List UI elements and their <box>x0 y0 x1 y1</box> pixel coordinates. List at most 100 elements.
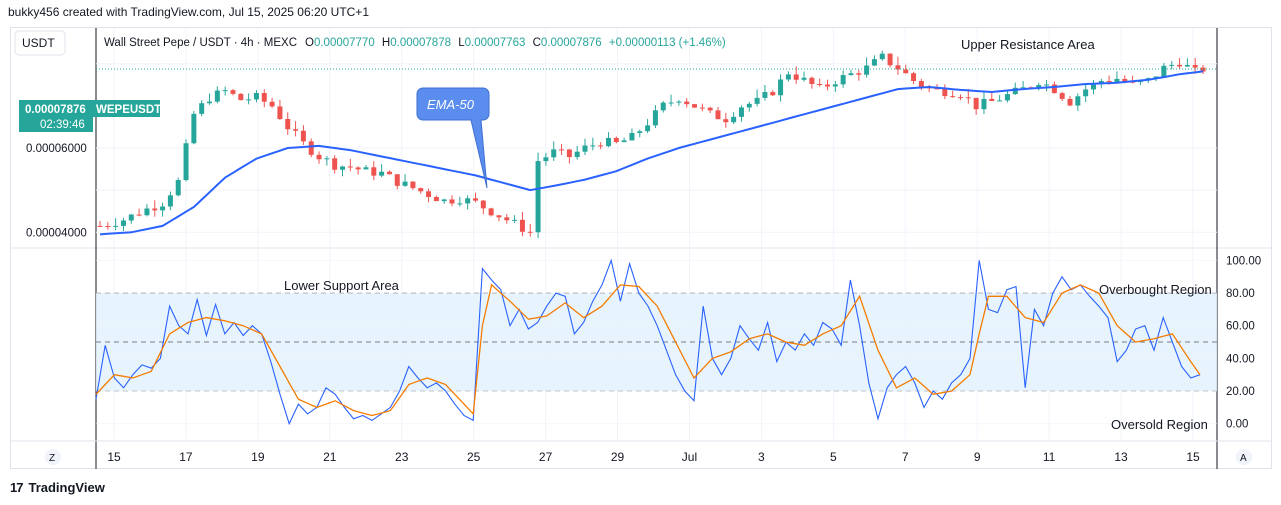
bull-candle <box>590 145 596 147</box>
bear-candle <box>308 141 314 155</box>
bull-candle <box>879 53 885 60</box>
low-label: L <box>458 37 465 49</box>
time-tick-label: 29 <box>611 450 625 464</box>
brand-name: TradingView <box>28 480 105 495</box>
bear-candle <box>519 219 525 232</box>
change-value: +0.00000113 (+1.46%) <box>609 37 726 49</box>
bear-candle <box>496 215 502 218</box>
bear-candle <box>410 181 416 189</box>
bull-candle <box>785 74 791 80</box>
bear-candle <box>230 90 236 94</box>
bull-candle <box>801 77 807 80</box>
bear-candle <box>707 107 713 111</box>
bear-candle <box>1122 78 1128 82</box>
bear-candle <box>488 208 494 216</box>
rsi-tick-label: 60.00 <box>1226 321 1255 333</box>
bear-candle <box>472 198 478 201</box>
bull-candle <box>128 214 134 221</box>
bear-candle <box>316 154 322 160</box>
lower-support-label: Lower Support Area <box>284 278 400 293</box>
rsi-tick-label: 40.00 <box>1226 353 1255 365</box>
bull-candle <box>191 113 197 144</box>
bull-candle <box>535 161 541 233</box>
bear-candle <box>856 73 862 75</box>
bear-candle <box>1106 80 1112 83</box>
bear-candle <box>770 92 776 96</box>
bull-candle <box>1161 65 1167 77</box>
time-tick-label: 7 <box>902 450 909 464</box>
bear-candle <box>809 77 815 85</box>
z-button-label: Z <box>49 453 55 464</box>
time-tick-label: 13 <box>1114 450 1128 464</box>
price-tick-label: 0.00004000 <box>26 227 87 239</box>
currency-button[interactable] <box>14 30 66 56</box>
ema-callout-label: EMA-50 <box>427 97 475 112</box>
price-tick-label: 0.00006000 <box>26 143 87 155</box>
rsi-line <box>95 258 1201 426</box>
bear-candle <box>293 129 299 131</box>
bull-candle <box>637 131 643 133</box>
time-tick-label: 11 <box>1043 450 1056 464</box>
close-label: C <box>533 37 541 49</box>
bull-candle <box>457 203 463 205</box>
bull-candle <box>183 143 189 181</box>
bear-candle <box>105 226 111 228</box>
bull-candle <box>582 145 588 152</box>
bear-candle <box>723 119 729 123</box>
bear-candle <box>300 130 306 142</box>
bear-candle <box>1051 84 1057 94</box>
bear-candle <box>942 88 948 97</box>
bull-candle <box>207 101 213 104</box>
time-tick-label: 5 <box>830 450 837 464</box>
bull-candle <box>441 199 447 202</box>
bull-candle <box>199 103 205 114</box>
low-value: 0.00007763 <box>465 37 526 49</box>
footer-brand: 17 TradingView <box>10 480 105 495</box>
bull-candle <box>1090 83 1096 90</box>
price-tag-countdown: 02:39:46 <box>40 119 85 131</box>
close-value: 0.00007876 <box>541 37 602 49</box>
bull-candle <box>778 79 784 96</box>
auto-scale-button[interactable] <box>1236 449 1252 465</box>
bear-candle <box>934 88 940 90</box>
bull-candle <box>668 102 674 104</box>
bear-candle <box>1200 67 1206 72</box>
bear-candle <box>692 104 698 108</box>
bear-candle <box>97 225 103 227</box>
time-tick-label: Jul <box>682 450 697 464</box>
bull-candle <box>144 208 150 216</box>
bull-candle <box>1020 87 1026 89</box>
bull-candle <box>222 90 228 92</box>
bull-candle <box>324 158 330 160</box>
bull-candle <box>363 167 369 170</box>
symbol-title: Wall Street Pepe / USDT · 4h · MEXC <box>104 37 297 49</box>
bear-candle <box>559 149 565 151</box>
bear-candle <box>136 214 142 216</box>
ema-callout: EMA-50 <box>416 87 490 189</box>
rsi-tick-label: 100.00 <box>1226 255 1261 267</box>
bull-candle <box>746 103 752 108</box>
bull-candle <box>1075 96 1081 106</box>
bear-candle <box>449 199 455 204</box>
bear-candle <box>1192 64 1198 68</box>
z-button[interactable] <box>45 449 61 465</box>
bear-candle <box>817 84 823 86</box>
bear-candle <box>261 93 267 102</box>
time-tick-label: 15 <box>107 450 121 464</box>
upper-resistance-label: Upper Resistance Area <box>961 37 1095 52</box>
bear-candle <box>684 101 690 105</box>
bull-candle <box>512 219 518 221</box>
bull-candle <box>402 181 408 186</box>
bull-candle <box>731 116 737 123</box>
bull-candle <box>676 101 682 103</box>
chart-credit: bukky456 created with TradingView.com, J… <box>8 5 369 19</box>
bear-candle <box>1177 64 1183 67</box>
time-tick-label: 19 <box>251 450 265 464</box>
bear-candle <box>1067 98 1073 106</box>
bull-candle <box>738 107 744 117</box>
bull-candle <box>214 90 220 102</box>
bull-candle <box>652 110 658 126</box>
bull-candle <box>1169 64 1175 66</box>
bear-candle <box>269 101 275 107</box>
